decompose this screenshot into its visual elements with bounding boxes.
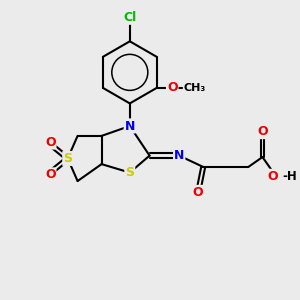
Text: O: O bbox=[45, 136, 56, 148]
Text: O: O bbox=[167, 81, 178, 94]
Text: O: O bbox=[192, 186, 203, 199]
Text: CH₃: CH₃ bbox=[184, 83, 206, 93]
Text: S: S bbox=[125, 166, 134, 179]
Text: O: O bbox=[257, 125, 268, 138]
Text: O: O bbox=[45, 168, 56, 181]
Text: O: O bbox=[267, 170, 278, 183]
Text: N: N bbox=[174, 149, 184, 162]
Text: Cl: Cl bbox=[123, 11, 136, 24]
Text: -H: -H bbox=[283, 170, 298, 183]
Text: N: N bbox=[124, 119, 135, 133]
Text: S: S bbox=[63, 152, 72, 165]
